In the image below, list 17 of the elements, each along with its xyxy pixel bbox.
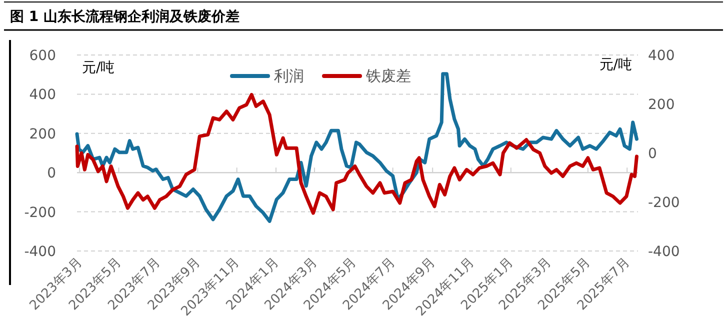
y2-tick-label: 400: [648, 48, 675, 64]
y2-tick-label: -200: [648, 195, 680, 211]
line-series: [75, 92, 638, 215]
y-tick-label: 0: [47, 166, 56, 182]
y2-tick-label: 200: [648, 97, 675, 113]
y-tick-label: -200: [24, 204, 56, 221]
y-tick-label: -400: [24, 244, 56, 260]
y-tick-label: 400: [29, 87, 56, 104]
y-axis-title: 元/吨: [82, 60, 115, 76]
y-tick-label: 600: [29, 48, 56, 64]
y-tick-label: 200: [29, 126, 56, 142]
y2-tick-label: 0: [648, 146, 657, 162]
chart-title: 图 1 山东长流程钢企利润及铁废价差: [10, 8, 240, 25]
legend-label: 铁废差: [365, 67, 411, 85]
legend-label: 利润: [274, 67, 304, 85]
y2-tick-label: -400: [648, 244, 680, 260]
y2-axis-title: 元/吨: [599, 57, 632, 73]
